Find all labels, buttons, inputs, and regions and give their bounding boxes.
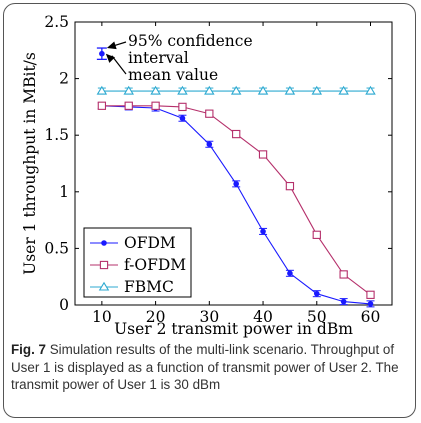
x-tick-label: 10 bbox=[92, 308, 112, 326]
data-point-ofdm bbox=[233, 181, 239, 187]
series-markers bbox=[96, 85, 376, 308]
legend: OFDM f-OFDM FBMC bbox=[83, 227, 192, 298]
y-axis-label: User 1 throughput in MBit/s bbox=[21, 52, 39, 275]
data-point-fbmc bbox=[150, 85, 161, 95]
mean-arrowhead bbox=[105, 53, 116, 63]
data-point-fbmc bbox=[257, 85, 269, 95]
data-point-ofdm bbox=[313, 290, 320, 297]
data-point-fbmc bbox=[204, 85, 215, 95]
legend-marker-ofdm bbox=[101, 240, 107, 246]
x-tick-label: 60 bbox=[361, 308, 381, 326]
data-point-ofdm bbox=[179, 115, 186, 122]
data-point-f-ofdm bbox=[178, 102, 187, 112]
data-point-fbmc bbox=[284, 85, 296, 95]
data-point-ofdm bbox=[340, 298, 347, 305]
x-tick-label: 30 bbox=[199, 308, 219, 326]
data-point-f-ofdm bbox=[339, 270, 348, 279]
figure-label: Fig. 7 bbox=[11, 342, 46, 357]
y-tick-label: 1 bbox=[59, 183, 69, 201]
data-point-f-ofdm bbox=[366, 290, 375, 299]
data-point-f-ofdm bbox=[312, 230, 321, 239]
y-tick-label: 2 bbox=[59, 70, 69, 88]
y-tick-label: 1.5 bbox=[44, 126, 69, 144]
legend-label-fbmc: FBMC bbox=[124, 278, 174, 296]
x-tick-label: 50 bbox=[307, 308, 327, 326]
x-axis-label: User 2 transmit power in dBm bbox=[114, 320, 353, 338]
data-point-ofdm bbox=[206, 141, 213, 148]
data-point-f-ofdm bbox=[205, 109, 214, 118]
data-point-ofdm bbox=[287, 270, 293, 277]
axis-ticks: 10 20 30 40 50 60 0 0.5 1 1.5 2 2.5 bbox=[44, 13, 392, 326]
data-point-fbmc bbox=[177, 85, 188, 95]
data-point-f-ofdm bbox=[232, 129, 241, 139]
mean-arrow bbox=[111, 55, 127, 75]
data-point-f-ofdm bbox=[151, 101, 160, 110]
x-tick-label: 40 bbox=[253, 308, 273, 326]
figure-caption: Fig. 7 Simulation results of the multi-l… bbox=[11, 341, 409, 394]
figure-frame bbox=[3, 3, 416, 418]
data-point-fbmc bbox=[311, 85, 323, 95]
data-point-f-ofdm bbox=[285, 181, 295, 191]
y-tick-label: 0.5 bbox=[44, 239, 69, 257]
ci-label-line2: interval bbox=[128, 49, 189, 67]
data-point-f-ofdm bbox=[124, 101, 133, 110]
data-point-fbmc bbox=[338, 85, 349, 95]
ci-arrowhead bbox=[106, 41, 117, 50]
caption-text: Simulation results of the multi-link sce… bbox=[11, 342, 399, 392]
data-point-fbmc bbox=[123, 85, 134, 95]
legend-label-ofdm: OFDM bbox=[124, 234, 176, 252]
chart: 10 20 30 40 50 60 0 0.5 1 1.5 2 2.5 95% confidence … bbox=[21, 13, 393, 338]
x-tick-label: 20 bbox=[146, 308, 166, 326]
data-point-fbmc bbox=[365, 85, 376, 95]
annotation: 95% confidence interval mean value bbox=[96, 32, 253, 84]
data-point-ofdm bbox=[260, 228, 266, 235]
legend-label-f-ofdm: f-OFDM bbox=[124, 256, 186, 274]
y-tick-label: 0 bbox=[59, 296, 69, 314]
mean-label: mean value bbox=[128, 66, 218, 84]
data-point-fbmc bbox=[96, 85, 108, 95]
mean-marker bbox=[99, 50, 105, 57]
legend-marker-f-ofdm bbox=[99, 260, 109, 270]
data-point-f-ofdm bbox=[258, 150, 268, 159]
plot-area bbox=[74, 21, 393, 306]
data-point-f-ofdm bbox=[97, 101, 107, 110]
data-point-ofdm bbox=[367, 301, 374, 307]
legend-marker-fbmc bbox=[98, 281, 110, 291]
ci-label-line1: 95% confidence bbox=[128, 32, 253, 50]
y-tick-label: 2.5 bbox=[44, 13, 69, 31]
data-point-fbmc bbox=[230, 85, 242, 95]
